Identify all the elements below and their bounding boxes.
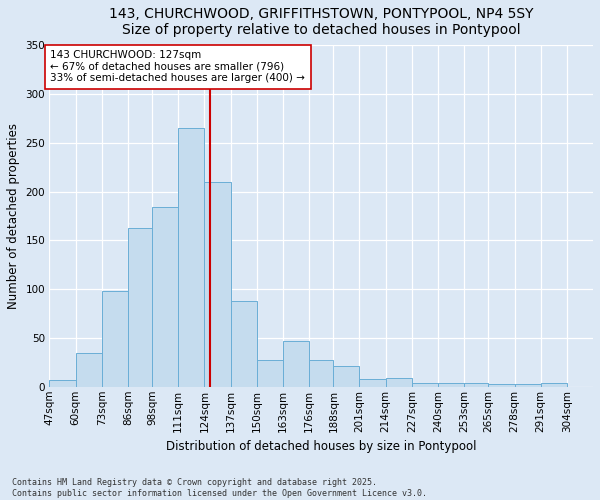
Text: 143 CHURCHWOOD: 127sqm
← 67% of detached houses are smaller (796)
33% of semi-de: 143 CHURCHWOOD: 127sqm ← 67% of detached… [50, 50, 305, 84]
Bar [283, 341, 309, 387]
Bar [359, 379, 386, 387]
X-axis label: Distribution of detached houses by size in Pontypool: Distribution of detached houses by size … [166, 440, 476, 453]
Title: 143, CHURCHWOOD, GRIFFITHSTOWN, PONTYPOOL, NP4 5SY
Size of property relative to : 143, CHURCHWOOD, GRIFFITHSTOWN, PONTYPOO… [109, 7, 533, 37]
Bar [488, 384, 515, 387]
Bar [230, 301, 257, 387]
Bar [128, 228, 152, 387]
Y-axis label: Number of detached properties: Number of detached properties [7, 123, 20, 309]
Bar [152, 208, 178, 387]
Bar [334, 366, 359, 387]
Bar [309, 360, 334, 387]
Bar [49, 380, 76, 387]
Bar [438, 383, 464, 387]
Bar [464, 383, 488, 387]
Bar [386, 378, 412, 387]
Bar [205, 182, 230, 387]
Bar [412, 383, 438, 387]
Bar [76, 352, 102, 387]
Text: Contains HM Land Registry data © Crown copyright and database right 2025.
Contai: Contains HM Land Registry data © Crown c… [12, 478, 427, 498]
Bar [102, 291, 128, 387]
Bar [541, 383, 567, 387]
Bar [257, 360, 283, 387]
Bar [178, 128, 205, 387]
Bar [515, 384, 541, 387]
